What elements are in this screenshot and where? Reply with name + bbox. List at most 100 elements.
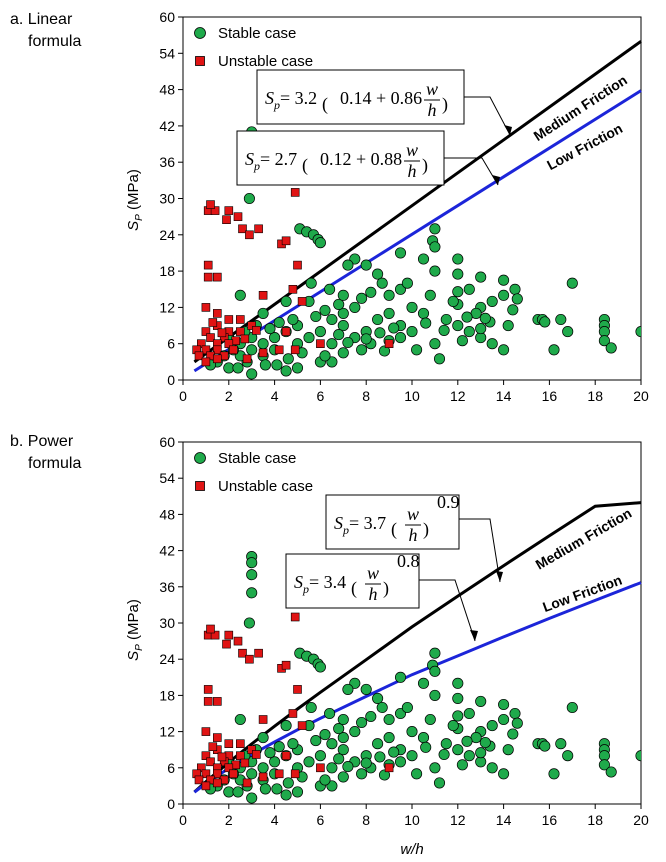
unstable-point bbox=[224, 739, 234, 749]
arrowhead-low bbox=[470, 630, 478, 641]
panel-label-line2: formula bbox=[28, 455, 81, 472]
y-tick-label: 6 bbox=[167, 336, 175, 352]
stable-point bbox=[511, 717, 523, 729]
y-axis-title: SP (MPa) bbox=[125, 599, 145, 661]
stable-point bbox=[246, 557, 258, 569]
stable-point bbox=[232, 786, 244, 798]
unstable-point bbox=[281, 327, 291, 336]
stable-point bbox=[337, 307, 349, 319]
unstable-point bbox=[210, 206, 220, 215]
stable-point bbox=[376, 277, 388, 289]
panel-label-line1: a. Linear bbox=[10, 11, 73, 28]
unstable-point bbox=[208, 318, 218, 327]
svg-text:SP (MPa): SP (MPa) bbox=[125, 169, 145, 231]
unstable-point bbox=[201, 769, 211, 779]
unstable-point bbox=[194, 351, 204, 361]
unstable-point bbox=[197, 763, 206, 773]
unstable-point bbox=[206, 200, 215, 209]
stable-point bbox=[337, 289, 349, 301]
x-tick-label: 8 bbox=[362, 812, 370, 828]
stable-point bbox=[326, 762, 338, 774]
stable-point bbox=[394, 671, 407, 683]
stable-point bbox=[452, 253, 464, 265]
y-tick-label: 12 bbox=[159, 299, 175, 315]
stable-point bbox=[305, 701, 317, 714]
stable-point bbox=[360, 259, 372, 271]
unstable-point bbox=[247, 745, 256, 755]
stable-point bbox=[280, 365, 292, 377]
stable-point bbox=[378, 345, 391, 357]
svg-text:(: ( bbox=[322, 94, 328, 115]
stable-point bbox=[461, 735, 473, 747]
svg-text:): ) bbox=[442, 94, 448, 115]
stable-point bbox=[479, 736, 491, 749]
x-tick-label: 4 bbox=[271, 388, 279, 404]
stable-point bbox=[562, 326, 574, 338]
y-axis-title: SP (MPa) bbox=[125, 169, 145, 231]
stable-point bbox=[333, 723, 345, 735]
unstable-point bbox=[258, 290, 268, 300]
stable-point bbox=[356, 344, 368, 356]
stable-point bbox=[440, 313, 452, 326]
unstable-point bbox=[201, 303, 211, 312]
svg-text:Sp= 2.7: Sp= 2.7 bbox=[245, 149, 297, 173]
stable-point bbox=[356, 768, 368, 780]
unstable-point bbox=[217, 328, 227, 338]
stable-point bbox=[388, 746, 400, 758]
stable-point bbox=[259, 783, 271, 795]
unstable-point bbox=[288, 709, 298, 718]
unstable-point bbox=[290, 345, 300, 355]
svg-text:0.8: 0.8 bbox=[397, 551, 420, 571]
unstable-point bbox=[290, 188, 300, 197]
x-tick-label: 12 bbox=[450, 812, 466, 828]
y-tick-label: 24 bbox=[159, 651, 175, 667]
unstable-point bbox=[201, 781, 211, 791]
unstable-point bbox=[203, 685, 213, 694]
legend-stable-marker bbox=[194, 27, 206, 39]
unstable-point bbox=[316, 763, 325, 773]
svg-text:): ) bbox=[383, 578, 389, 599]
stable-point bbox=[507, 728, 519, 740]
stable-point bbox=[475, 695, 487, 707]
unstable-point bbox=[245, 654, 254, 664]
x-tick-label: 6 bbox=[317, 812, 325, 828]
unstable-point bbox=[203, 260, 213, 270]
unstable-point bbox=[254, 648, 263, 658]
x-tick-label: 4 bbox=[271, 812, 279, 828]
low-friction-line bbox=[193, 581, 642, 794]
stable-point bbox=[486, 338, 498, 350]
stable-point bbox=[509, 707, 521, 720]
stable-point bbox=[463, 750, 475, 762]
unstable-point bbox=[238, 648, 247, 658]
stable-point bbox=[417, 677, 430, 689]
x-tick-label: 18 bbox=[587, 812, 603, 828]
stable-point bbox=[429, 689, 441, 701]
stable-point bbox=[257, 762, 269, 774]
x-tick-label: 16 bbox=[542, 812, 558, 828]
unstable-point bbox=[242, 354, 252, 364]
svg-text:0.9: 0.9 bbox=[437, 492, 460, 512]
svg-text:0.14 + 0.86: 0.14 + 0.86 bbox=[340, 88, 422, 108]
stable-point bbox=[411, 344, 423, 356]
y-tick-label: 18 bbox=[159, 687, 175, 703]
equation-low: Sp= 3.4 ( w h ) 0.8 bbox=[285, 551, 420, 609]
stable-point bbox=[498, 713, 510, 726]
legend-stable-marker bbox=[194, 452, 206, 464]
stable-point bbox=[498, 344, 510, 356]
stable-point bbox=[394, 332, 407, 344]
y-tick-label: 42 bbox=[159, 543, 175, 559]
x-tick-label: 20 bbox=[633, 812, 649, 828]
unstable-point bbox=[245, 230, 254, 240]
stable-point bbox=[333, 753, 345, 765]
y-tick-label: 54 bbox=[159, 45, 175, 61]
stable-point bbox=[326, 338, 338, 350]
stable-point bbox=[264, 747, 276, 759]
stable-point bbox=[349, 726, 361, 738]
stable-point bbox=[452, 710, 464, 722]
stable-point bbox=[429, 338, 441, 350]
stable-point bbox=[420, 741, 432, 753]
stable-point bbox=[246, 344, 258, 356]
unstable-point bbox=[197, 339, 206, 349]
legend: Stable case Unstable case bbox=[194, 25, 313, 70]
unstable-point bbox=[238, 224, 247, 234]
